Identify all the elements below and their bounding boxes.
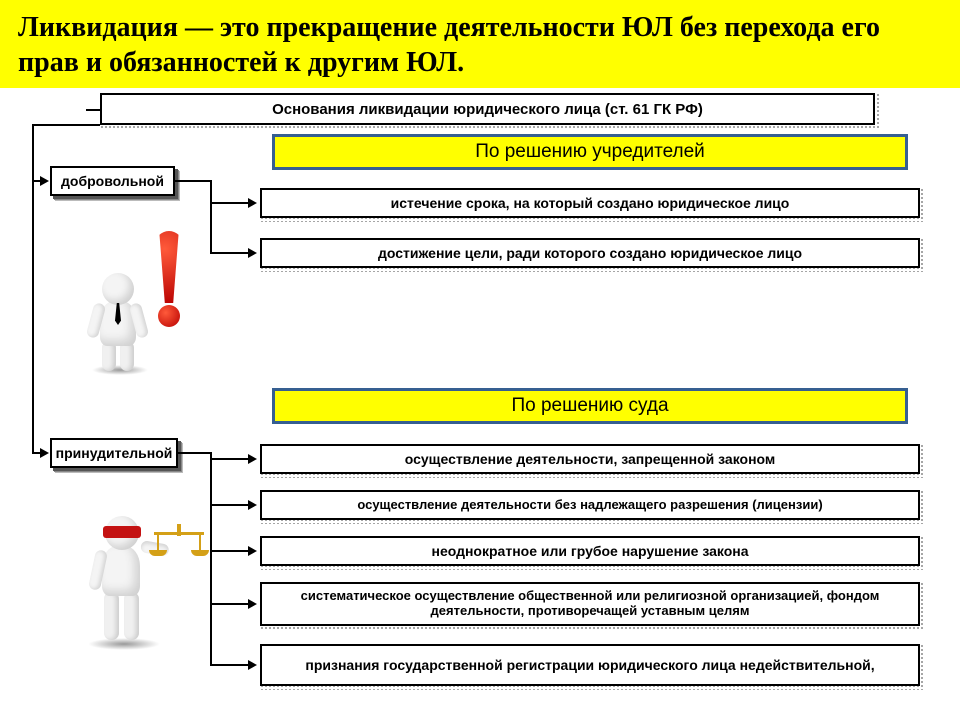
arr-vol-1 xyxy=(248,198,257,208)
category-voluntary: добровольной xyxy=(50,166,175,196)
liquidation-diagram: Основания ликвидации юридического лица (… xyxy=(0,88,960,718)
comp-item-2: осуществление деятельности без надлежаще… xyxy=(260,490,920,520)
conn-comp-h5 xyxy=(210,664,250,666)
vol-item-1: истечение срока, на который создано юрид… xyxy=(260,188,920,218)
conn-comp-h3 xyxy=(210,550,250,552)
connector-main-down xyxy=(86,109,100,111)
connector-main-vert xyxy=(32,124,34,453)
conn-comp-vert xyxy=(210,452,212,665)
conn-comp-h4 xyxy=(210,603,250,605)
arr-comp-1 xyxy=(248,454,257,464)
comp-item-3: неоднократное или грубое нарушение закон… xyxy=(260,536,920,566)
arr-comp-4 xyxy=(248,599,257,609)
conn-comp-h2 xyxy=(210,504,250,506)
arrow-voluntary xyxy=(40,176,49,186)
definition-header: Ликвидация — это прекращение деятельност… xyxy=(0,0,960,88)
arr-comp-5 xyxy=(248,660,257,670)
justice-mannequin-icon xyxy=(70,498,210,658)
conn-comp-h1 xyxy=(210,458,250,460)
root-box: Основания ликвидации юридического лица (… xyxy=(100,93,875,125)
conn-vol-vert xyxy=(210,180,212,254)
mannequin-exclamation-icon xyxy=(70,233,210,383)
category-compulsory: принудительной xyxy=(50,438,178,468)
highlight-court: По решению суда xyxy=(272,388,908,424)
conn-vol-h2 xyxy=(210,252,250,254)
comp-item-4: систематическое осуществление общественн… xyxy=(260,582,920,626)
conn-vol-out xyxy=(175,180,210,182)
comp-item-5: признания государственной регистрации юр… xyxy=(260,644,920,686)
conn-comp-out xyxy=(178,452,210,454)
connector-root-left xyxy=(32,124,100,126)
vol-item-2: достижение цели, ради которого создано ю… xyxy=(260,238,920,268)
arr-vol-2 xyxy=(248,248,257,258)
comp-item-1: осуществление деятельности, запрещенной … xyxy=(260,444,920,474)
arrow-compulsory xyxy=(40,448,49,458)
arr-comp-2 xyxy=(248,500,257,510)
highlight-founders: По решению учредителей xyxy=(272,134,908,170)
conn-vol-h1 xyxy=(210,202,250,204)
arr-comp-3 xyxy=(248,546,257,556)
